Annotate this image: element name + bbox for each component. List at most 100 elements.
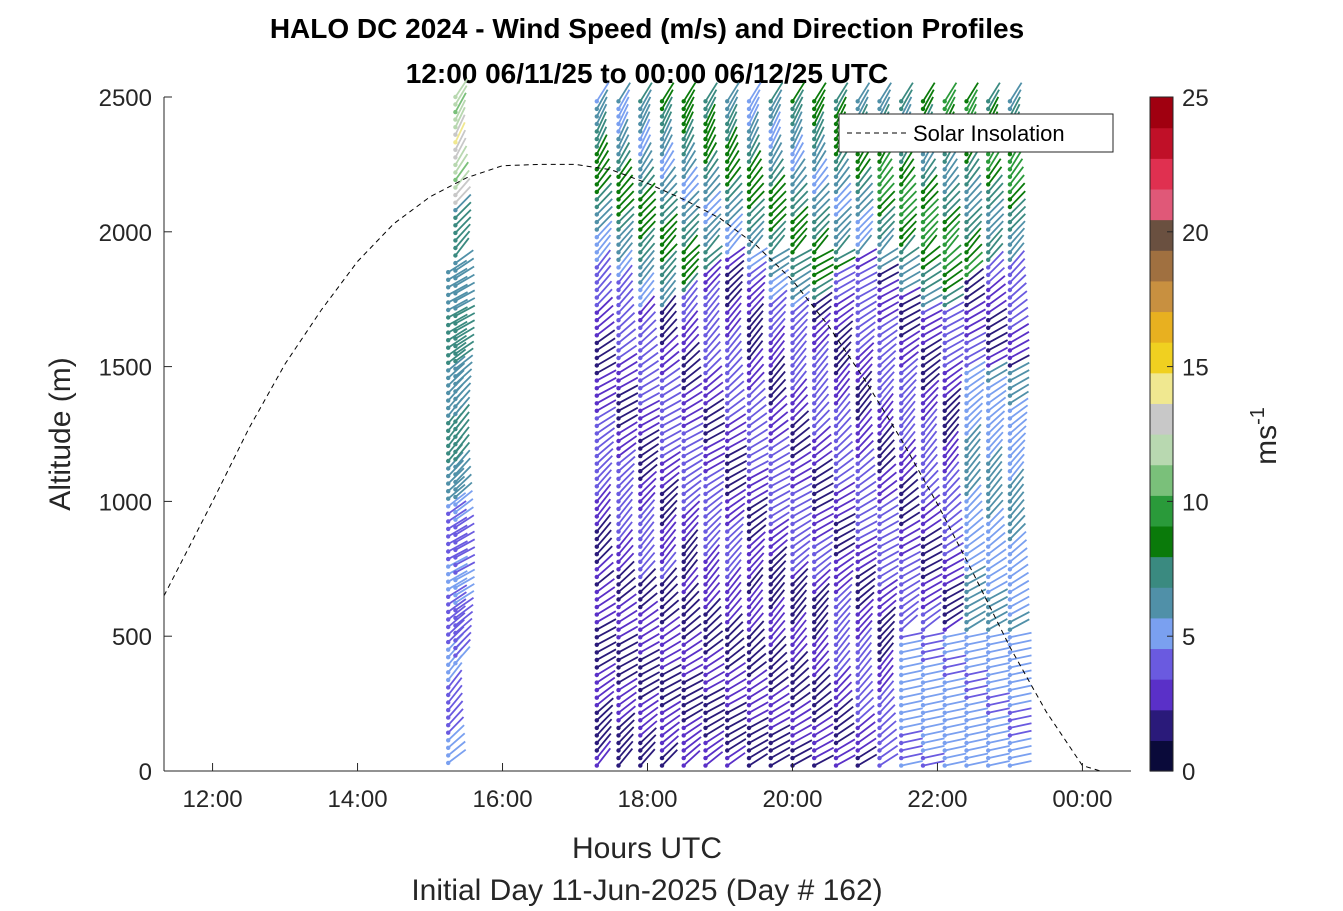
wind-barb	[835, 306, 855, 321]
wind-barb	[770, 325, 786, 344]
wind-barb	[922, 646, 945, 654]
wind-barb-head	[659, 144, 665, 149]
wind-barb	[900, 246, 920, 261]
wind-barb	[769, 166, 785, 185]
wind-barb	[922, 220, 939, 238]
wind-barb-head	[453, 570, 458, 575]
wind-barb-head	[964, 604, 969, 610]
wind-barb	[943, 89, 957, 110]
wind-barb-head	[659, 461, 665, 466]
wind-barb	[748, 753, 769, 767]
wind-barb-head	[768, 748, 773, 753]
wind-barb	[683, 582, 700, 601]
wind-barb-head	[768, 469, 773, 474]
wind-barb	[791, 554, 810, 570]
wind-barb-head	[746, 642, 752, 647]
wind-barb-head	[877, 355, 882, 361]
wind-barb	[878, 634, 895, 653]
wind-barb-head	[638, 544, 643, 549]
wind-barb-head	[833, 257, 839, 262]
wind-barb	[596, 697, 614, 714]
wind-barb	[857, 577, 876, 593]
wind-barb-head	[833, 559, 839, 564]
wind-barb-head	[453, 351, 458, 356]
wind-barb	[770, 282, 789, 299]
wind-barb	[922, 293, 943, 306]
wind-barb-head	[616, 250, 621, 255]
wind-barb	[1009, 639, 1032, 646]
wind-barb-head	[855, 567, 860, 572]
wind-barb-head	[1007, 536, 1013, 542]
wind-barb	[835, 400, 851, 419]
wind-barb-head	[746, 197, 752, 202]
wind-barb-head	[920, 544, 926, 549]
wind-barb-head	[942, 265, 947, 270]
x-tick-label: 14:00	[328, 786, 388, 813]
wind-barb-head	[899, 469, 904, 474]
wind-barb	[596, 655, 617, 669]
wind-barb	[922, 182, 939, 201]
wind-barb	[791, 276, 812, 291]
wind-barb-head	[446, 270, 451, 275]
wind-barb-head	[964, 333, 969, 338]
wind-barb	[769, 340, 786, 359]
wind-barb-head	[812, 363, 817, 368]
wind-barb	[965, 198, 983, 216]
wind-barb-head	[681, 755, 686, 761]
wind-barb-head	[659, 401, 665, 406]
wind-barb	[454, 411, 470, 430]
wind-barb	[901, 714, 923, 722]
wind-barb	[639, 142, 652, 163]
wind-barb-head	[638, 657, 643, 663]
wind-barb-head	[725, 755, 730, 761]
wind-barb	[857, 512, 878, 525]
wind-barb-head	[681, 219, 686, 225]
wind-barb	[661, 359, 681, 374]
wind-barb-head	[703, 446, 708, 451]
wind-barb	[965, 96, 978, 117]
wind-barb	[1009, 257, 1026, 276]
wind-barb	[878, 190, 896, 208]
wind-barb	[683, 507, 700, 525]
wind-barb-head	[812, 589, 817, 595]
wind-barb	[1009, 587, 1030, 601]
wind-barb	[639, 536, 655, 555]
wind-barb	[835, 89, 848, 110]
wind-barb-head	[446, 745, 451, 750]
wind-barb-head	[725, 627, 730, 632]
wind-barb	[770, 490, 791, 503]
wind-barb	[857, 286, 878, 299]
wind-barb	[988, 684, 1010, 691]
wind-barb	[943, 234, 960, 253]
wind-barb	[770, 574, 786, 593]
wind-barb-head	[964, 355, 969, 361]
wind-barb	[878, 329, 898, 344]
wind-barb	[748, 652, 767, 669]
wind-barb-head	[833, 687, 839, 693]
wind-barb	[770, 553, 787, 570]
wind-barb-head	[725, 204, 730, 210]
wind-barb	[900, 89, 913, 110]
wind-barb-head	[446, 519, 451, 524]
colorbar-segment	[1150, 188, 1173, 221]
wind-barb-head	[638, 144, 643, 149]
wind-barb-head	[725, 612, 730, 617]
wind-barb-head	[833, 204, 839, 210]
wind-barb	[1009, 595, 1030, 608]
wind-barb	[596, 711, 613, 729]
wind-barb	[748, 538, 766, 555]
wind-barb	[704, 317, 720, 336]
wind-barb	[661, 391, 682, 405]
wind-barb-head	[725, 114, 730, 119]
wind-barb-head	[855, 453, 860, 459]
wind-barb-head	[812, 665, 817, 670]
wind-barb-head	[638, 280, 643, 285]
wind-barb-head	[964, 257, 969, 262]
wind-barb	[987, 307, 1008, 321]
wind-barb	[835, 705, 854, 722]
wind-barb	[682, 166, 698, 185]
wind-barb	[726, 273, 744, 291]
wind-barb	[900, 286, 922, 299]
wind-barb-head	[790, 574, 795, 580]
